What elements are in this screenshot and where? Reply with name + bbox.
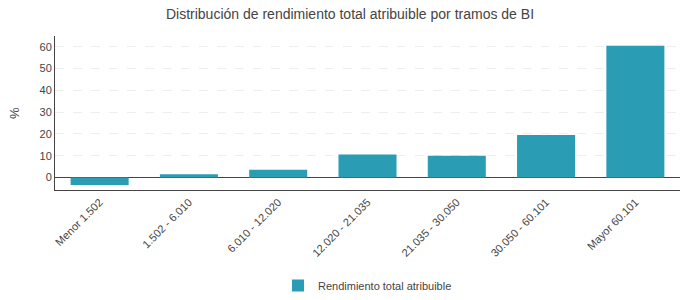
svg-text:Menor 1.502: Menor 1.502 bbox=[53, 196, 105, 248]
svg-text:12.020 - 21.035: 12.020 - 21.035 bbox=[310, 196, 373, 259]
svg-text:6.010 - 12.020: 6.010 - 12.020 bbox=[225, 196, 284, 255]
svg-text:Rendimiento total atribuible: Rendimiento total atribuible bbox=[318, 280, 451, 292]
svg-text:40: 40 bbox=[40, 84, 52, 96]
svg-text:Mayor 60.101: Mayor 60.101 bbox=[585, 196, 641, 252]
svg-text:30: 30 bbox=[40, 106, 52, 118]
svg-text:1.502 - 6.010: 1.502 - 6.010 bbox=[140, 196, 194, 250]
svg-text:20: 20 bbox=[40, 128, 52, 140]
svg-text:Distribución de rendimiento to: Distribución de rendimiento total atribu… bbox=[166, 6, 534, 22]
svg-text:%: % bbox=[7, 107, 22, 119]
svg-text:10: 10 bbox=[40, 150, 52, 162]
svg-text:60: 60 bbox=[40, 41, 52, 53]
svg-text:30.050 - 60.101: 30.050 - 60.101 bbox=[488, 196, 551, 259]
svg-text:21.035 - 30.050: 21.035 - 30.050 bbox=[399, 196, 462, 259]
svg-text:0: 0 bbox=[46, 171, 52, 183]
svg-text:50: 50 bbox=[40, 62, 52, 74]
